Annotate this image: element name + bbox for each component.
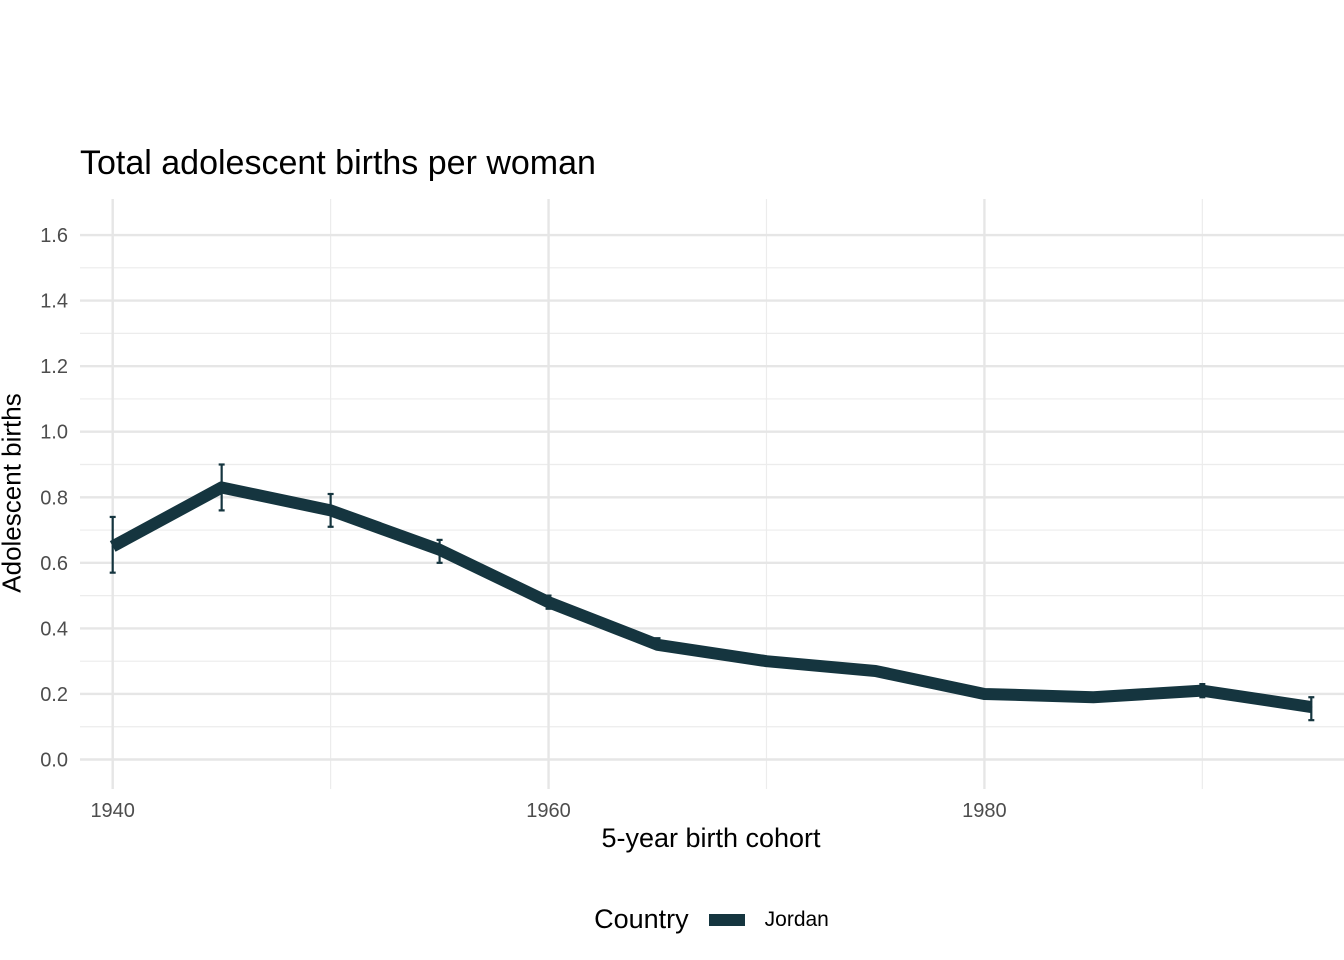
y-tick-label: 1.6 xyxy=(40,225,68,247)
legend-key-jordan xyxy=(708,913,745,926)
data-point xyxy=(111,545,114,548)
data-point xyxy=(983,692,986,695)
y-tick-label: 0.0 xyxy=(40,750,68,772)
data-point xyxy=(1092,696,1095,699)
legend-title: Country xyxy=(594,904,689,934)
x-tick-label: 1960 xyxy=(526,800,571,822)
data-point xyxy=(329,509,332,512)
y-tick-label: 0.2 xyxy=(40,684,68,706)
data-point xyxy=(765,660,768,663)
y-tick-label: 1.4 xyxy=(40,291,68,313)
y-tick-label: 0.6 xyxy=(40,553,68,575)
series-line-jordan xyxy=(109,481,1313,713)
chart-title: Total adolescent births per woman xyxy=(80,144,596,182)
x-tick-label: 1940 xyxy=(90,800,135,822)
data-point xyxy=(874,670,877,672)
y-tick-label: 0.4 xyxy=(40,618,68,640)
x-tick-label: 1980 xyxy=(962,800,1007,822)
data-point xyxy=(1310,706,1313,709)
data-point xyxy=(438,548,441,551)
legend: Country Jordan xyxy=(0,904,1344,935)
x-axis-label: 5-year birth cohort xyxy=(601,823,821,853)
data-point xyxy=(220,486,223,489)
data-point xyxy=(656,643,659,646)
data-point xyxy=(547,601,550,604)
legend-label-jordan: Jordan xyxy=(764,907,829,931)
data-point xyxy=(1201,689,1204,692)
y-tick-label: 0.8 xyxy=(40,487,68,509)
y-axis-label: Adolescent births xyxy=(0,393,27,593)
y-tick-label: 1.0 xyxy=(40,422,68,444)
y-tick-label: 1.2 xyxy=(40,356,68,378)
